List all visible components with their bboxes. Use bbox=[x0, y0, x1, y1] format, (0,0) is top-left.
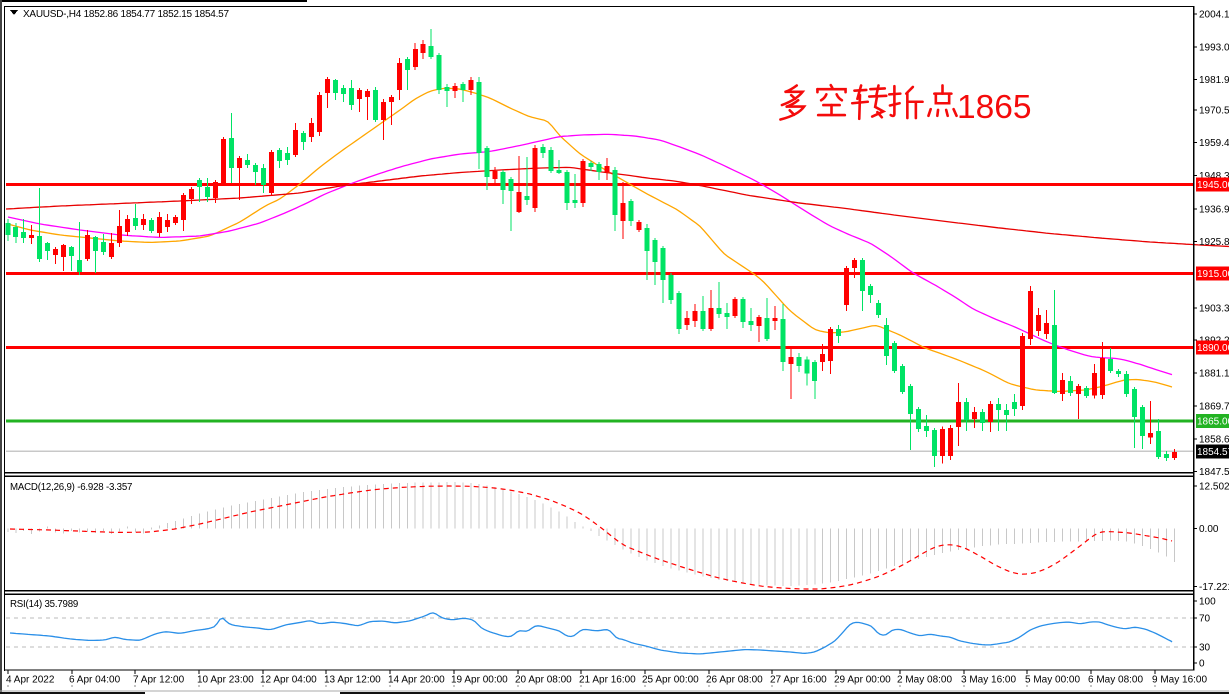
svg-text:1903.30: 1903.30 bbox=[1199, 304, 1229, 315]
svg-text:1993.00: 1993.00 bbox=[1199, 42, 1229, 53]
svg-text:100: 100 bbox=[1199, 597, 1216, 608]
svg-text:1881.10: 1881.10 bbox=[1199, 368, 1229, 379]
svg-text:4 Apr 2022: 4 Apr 2022 bbox=[6, 675, 55, 686]
svg-text:6 Apr 04:00: 6 Apr 04:00 bbox=[69, 675, 121, 686]
svg-text:1865.00: 1865.00 bbox=[1197, 417, 1229, 428]
svg-text:19 Apr 00:00: 19 Apr 00:00 bbox=[451, 675, 508, 686]
svg-text:-17.221: -17.221 bbox=[1199, 582, 1229, 593]
svg-text:1948.30: 1948.30 bbox=[1199, 171, 1229, 182]
svg-text:70: 70 bbox=[1199, 614, 1211, 625]
svg-text:29 Apr 00:00: 29 Apr 00:00 bbox=[834, 675, 891, 686]
svg-text:2 May 08:00: 2 May 08:00 bbox=[897, 675, 952, 686]
svg-text:14 Apr 20:00: 14 Apr 20:00 bbox=[388, 675, 445, 686]
svg-text:1925.80: 1925.80 bbox=[1199, 237, 1229, 248]
svg-text:1915.00: 1915.00 bbox=[1197, 269, 1229, 280]
svg-text:1970.50: 1970.50 bbox=[1199, 106, 1229, 117]
svg-text:3 May 16:00: 3 May 16:00 bbox=[961, 675, 1016, 686]
svg-text:7 Apr 12:00: 7 Apr 12:00 bbox=[133, 675, 185, 686]
svg-text:MACD(12,26,9) -6.928 -3.357: MACD(12,26,9) -6.928 -3.357 bbox=[10, 482, 132, 493]
svg-text:1981.90: 1981.90 bbox=[1199, 75, 1229, 86]
svg-text:1854.57: 1854.57 bbox=[1197, 447, 1229, 458]
svg-text:6 May 08:00: 6 May 08:00 bbox=[1088, 675, 1143, 686]
svg-text:1959.40: 1959.40 bbox=[1199, 138, 1229, 149]
svg-text:30: 30 bbox=[1199, 643, 1211, 654]
svg-text:1847.50: 1847.50 bbox=[1199, 467, 1229, 478]
svg-text:12 Apr 04:00: 12 Apr 04:00 bbox=[260, 675, 317, 686]
svg-text:1858.60: 1858.60 bbox=[1199, 434, 1229, 445]
svg-text:12.502: 12.502 bbox=[1199, 482, 1229, 493]
svg-text:10 Apr 23:00: 10 Apr 23:00 bbox=[197, 675, 254, 686]
svg-text:RSI(14) 35.7989: RSI(14) 35.7989 bbox=[10, 599, 78, 610]
svg-text:9 May 16:00: 9 May 16:00 bbox=[1152, 675, 1207, 686]
svg-text:1890.00: 1890.00 bbox=[1197, 343, 1229, 354]
svg-text:1945.00: 1945.00 bbox=[1197, 180, 1229, 191]
svg-text:2004.10: 2004.10 bbox=[1199, 10, 1229, 21]
svg-text:1865: 1865 bbox=[957, 89, 1032, 126]
svg-text:0.00: 0.00 bbox=[1199, 524, 1219, 535]
svg-text:0: 0 bbox=[1199, 659, 1205, 670]
svg-text:21 Apr 16:00: 21 Apr 16:00 bbox=[579, 675, 636, 686]
svg-text:1869.70: 1869.70 bbox=[1199, 402, 1229, 413]
svg-text:XAUUSD-,H4 1852.86 1854.77 18: XAUUSD-,H4 1852.86 1854.77 1852.15 1854.… bbox=[23, 9, 229, 20]
svg-text:1936.90: 1936.90 bbox=[1199, 204, 1229, 215]
svg-text:27 Apr 16:00: 27 Apr 16:00 bbox=[770, 675, 827, 686]
svg-text:20 Apr 08:00: 20 Apr 08:00 bbox=[515, 675, 572, 686]
svg-text:26 Apr 08:00: 26 Apr 08:00 bbox=[706, 675, 763, 686]
svg-text:25 Apr 00:00: 25 Apr 00:00 bbox=[642, 675, 699, 686]
svg-text:5 May 00:00: 5 May 00:00 bbox=[1025, 675, 1080, 686]
svg-text:13 Apr 12:00: 13 Apr 12:00 bbox=[324, 675, 381, 686]
